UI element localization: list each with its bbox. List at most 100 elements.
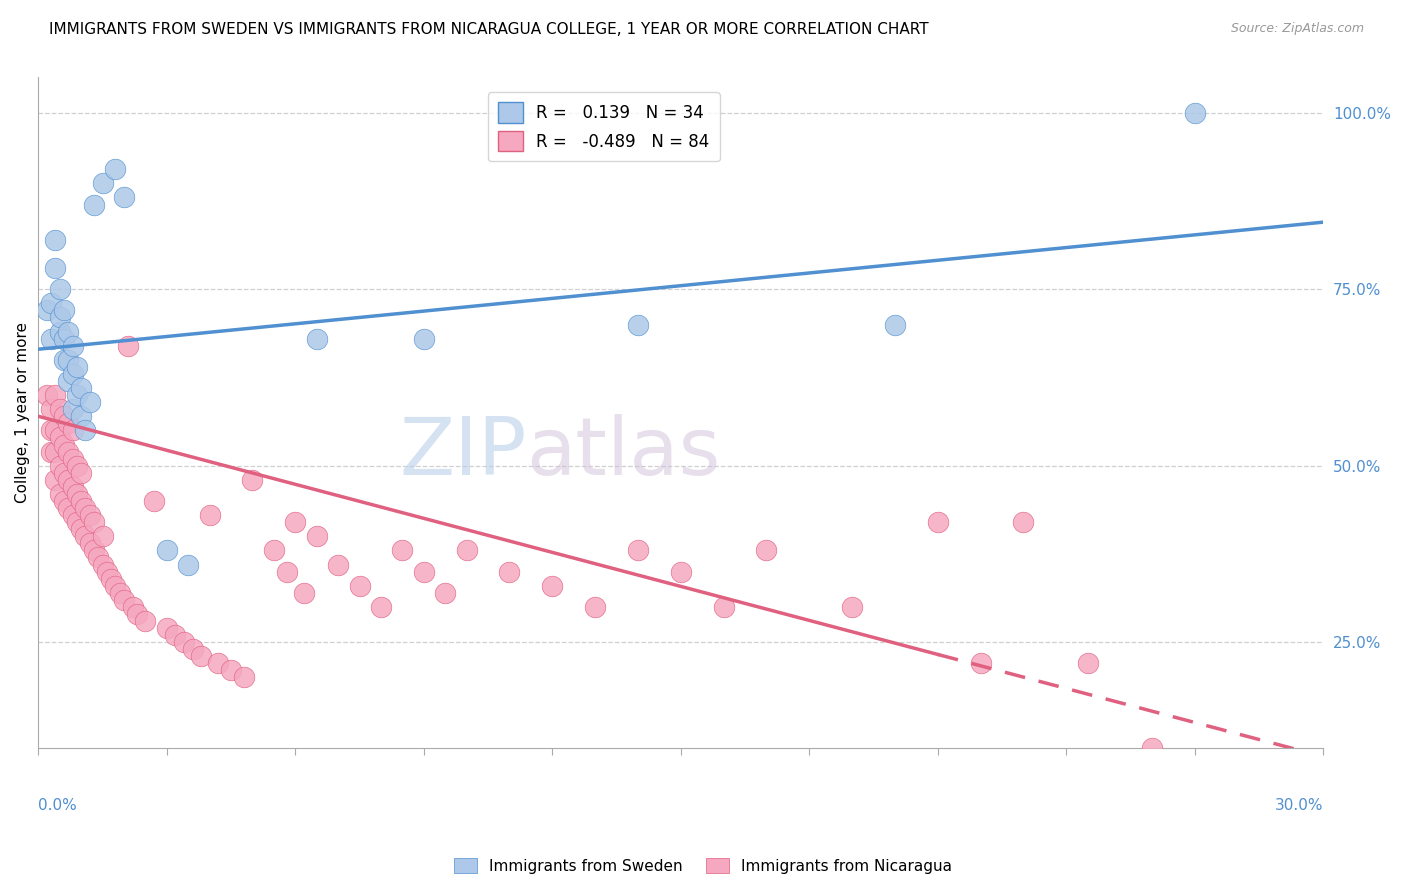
Point	[125, 607, 148, 621]
Point	[627, 318, 650, 332]
Point	[263, 543, 285, 558]
Point	[1077, 657, 1099, 671]
Point	[44, 444, 66, 458]
Point	[66, 388, 89, 402]
Point	[79, 395, 101, 409]
Point	[53, 466, 76, 480]
Point	[292, 586, 315, 600]
Point	[190, 649, 212, 664]
Point	[156, 543, 179, 558]
Point	[100, 572, 122, 586]
Point	[1012, 515, 1035, 529]
Point	[66, 487, 89, 501]
Point	[627, 543, 650, 558]
Point	[91, 529, 114, 543]
Point	[62, 424, 84, 438]
Point	[62, 339, 84, 353]
Point	[48, 325, 70, 339]
Point	[541, 579, 564, 593]
Point	[104, 579, 127, 593]
Point	[884, 318, 907, 332]
Point	[91, 558, 114, 572]
Point	[108, 586, 131, 600]
Point	[44, 388, 66, 402]
Point	[305, 332, 328, 346]
Point	[75, 529, 97, 543]
Point	[104, 162, 127, 177]
Point	[66, 515, 89, 529]
Text: ZIP: ZIP	[399, 414, 527, 492]
Point	[456, 543, 478, 558]
Point	[58, 444, 80, 458]
Point	[44, 424, 66, 438]
Point	[83, 515, 105, 529]
Point	[53, 437, 76, 451]
Point	[48, 282, 70, 296]
Point	[143, 494, 166, 508]
Point	[58, 473, 80, 487]
Point	[276, 565, 298, 579]
Point	[284, 515, 307, 529]
Point	[75, 424, 97, 438]
Point	[39, 296, 62, 310]
Point	[181, 642, 204, 657]
Point	[62, 480, 84, 494]
Point	[39, 332, 62, 346]
Point	[62, 451, 84, 466]
Point	[53, 352, 76, 367]
Point	[349, 579, 371, 593]
Point	[112, 190, 135, 204]
Point	[583, 599, 606, 614]
Point	[669, 565, 692, 579]
Point	[232, 670, 254, 684]
Point	[219, 664, 242, 678]
Text: Source: ZipAtlas.com: Source: ZipAtlas.com	[1230, 22, 1364, 36]
Point	[207, 657, 229, 671]
Point	[48, 402, 70, 417]
Point	[391, 543, 413, 558]
Point	[48, 310, 70, 325]
Point	[62, 402, 84, 417]
Point	[112, 592, 135, 607]
Point	[305, 529, 328, 543]
Point	[75, 501, 97, 516]
Point	[35, 303, 58, 318]
Text: atlas: atlas	[527, 414, 721, 492]
Point	[242, 473, 264, 487]
Point	[66, 359, 89, 374]
Point	[91, 177, 114, 191]
Point	[198, 508, 221, 522]
Point	[70, 409, 93, 424]
Point	[173, 635, 195, 649]
Point	[165, 628, 187, 642]
Y-axis label: College, 1 year or more: College, 1 year or more	[15, 322, 30, 503]
Legend: R =   0.139   N = 34, R =   -0.489   N = 84: R = 0.139 N = 34, R = -0.489 N = 84	[488, 93, 720, 161]
Point	[498, 565, 520, 579]
Point	[79, 536, 101, 550]
Point	[62, 508, 84, 522]
Point	[713, 599, 735, 614]
Point	[96, 565, 118, 579]
Point	[1184, 105, 1206, 120]
Point	[58, 417, 80, 431]
Text: IMMIGRANTS FROM SWEDEN VS IMMIGRANTS FROM NICARAGUA COLLEGE, 1 YEAR OR MORE CORR: IMMIGRANTS FROM SWEDEN VS IMMIGRANTS FRO…	[49, 22, 929, 37]
Point	[44, 233, 66, 247]
Point	[134, 614, 156, 628]
Point	[412, 332, 434, 346]
Point	[412, 565, 434, 579]
Point	[70, 381, 93, 395]
Point	[434, 586, 457, 600]
Point	[83, 543, 105, 558]
Point	[328, 558, 350, 572]
Point	[117, 339, 139, 353]
Point	[70, 522, 93, 536]
Point	[53, 332, 76, 346]
Point	[66, 458, 89, 473]
Point	[48, 458, 70, 473]
Point	[48, 487, 70, 501]
Point	[53, 303, 76, 318]
Text: 0.0%: 0.0%	[38, 798, 77, 814]
Point	[755, 543, 778, 558]
Point	[1140, 741, 1163, 756]
Point	[79, 508, 101, 522]
